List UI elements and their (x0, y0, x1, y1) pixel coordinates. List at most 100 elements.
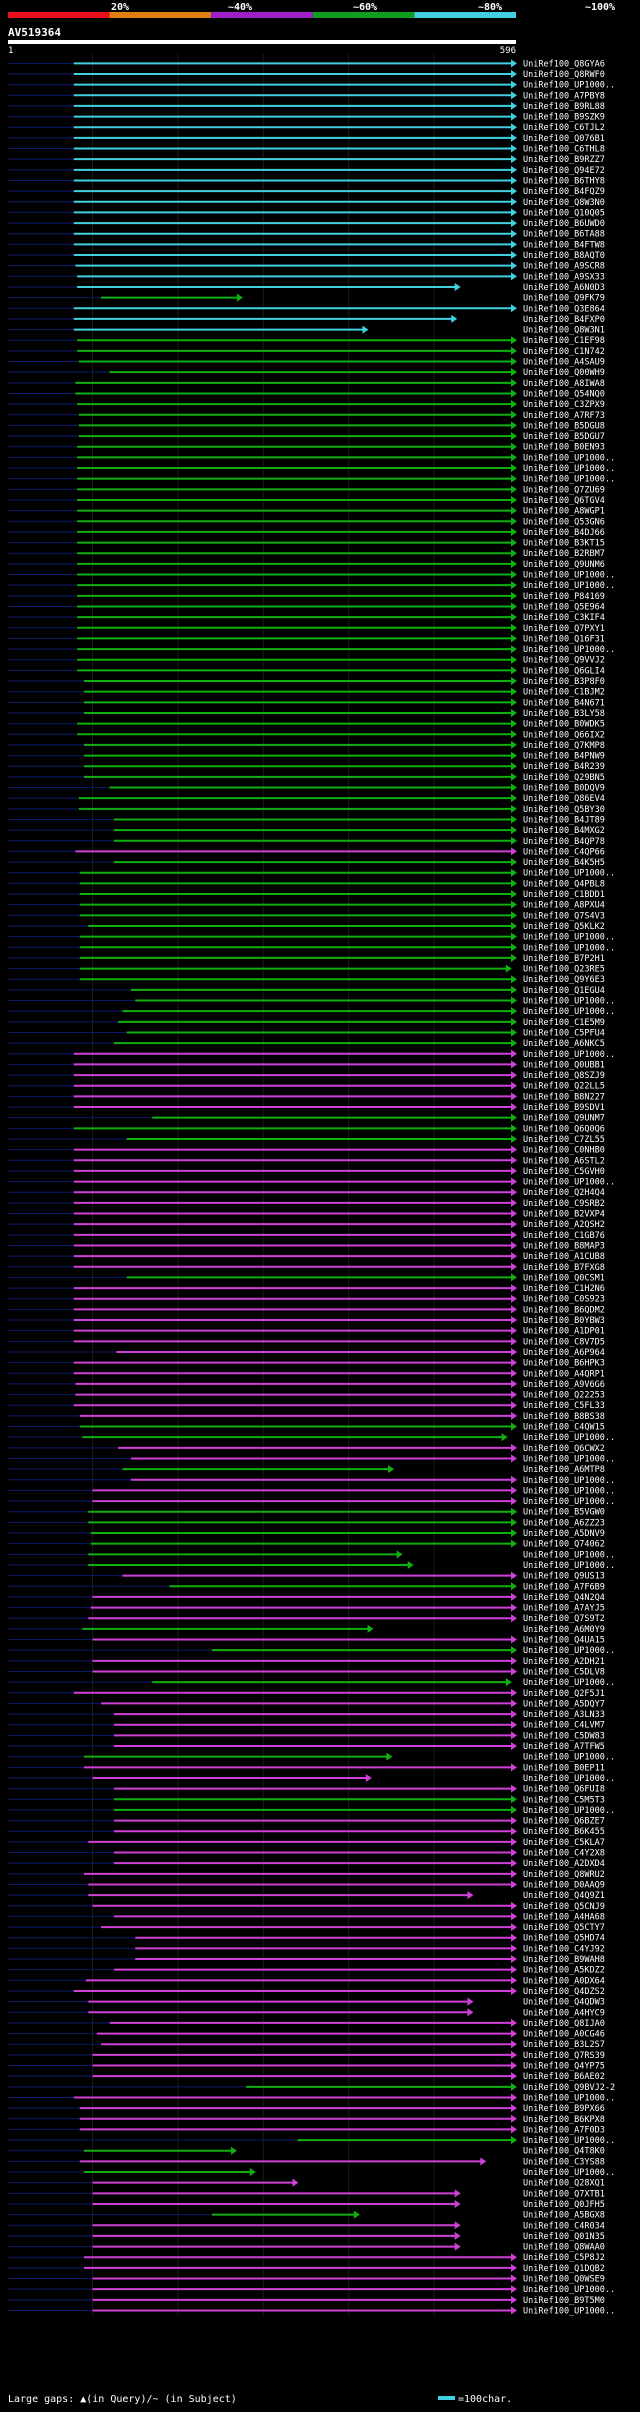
hit-label[interactable]: UniRef100_B8BS38 (523, 1412, 605, 1422)
hit-label[interactable]: UniRef100_C7ZL55 (523, 1135, 605, 1145)
hit-row[interactable]: UniRef100_A2DH21 (8, 1656, 605, 1667)
hit-label[interactable]: UniRef100_A7PBY8 (523, 91, 605, 101)
hit-row[interactable]: UniRef100_Q5HD74 (8, 1933, 605, 1944)
hit-row[interactable]: UniRef100_B6AE02 (8, 2072, 605, 2082)
hit-label[interactable]: UniRef100_Q7PXY1 (523, 624, 605, 634)
hit-row[interactable]: UniRef100_UP1000.. (8, 1497, 615, 1507)
hit-label[interactable]: UniRef100_Q9FK79 (523, 294, 605, 304)
hit-row[interactable]: UniRef100_C5FL33 (8, 1401, 605, 1411)
hit-row[interactable]: UniRef100_C1BDD1 (8, 890, 605, 900)
hit-row[interactable]: UniRef100_B8BS38 (8, 1411, 605, 1422)
hit-label[interactable]: UniRef100_Q7S9T2 (523, 1614, 605, 1624)
hit-row[interactable]: UniRef100_B5DGU8 (8, 421, 605, 431)
hit-label[interactable]: UniRef100_UP1000.. (523, 943, 615, 953)
hit-row[interactable]: UniRef100_C5M5T3 (8, 1795, 605, 1805)
hit-label[interactable]: UniRef100_Q4YP75 (523, 2062, 605, 2072)
hit-label[interactable]: UniRef100_Q6GLI4 (523, 666, 605, 676)
hit-row[interactable]: UniRef100_A1DP01 (8, 1326, 605, 1337)
hit-label[interactable]: UniRef100_B9PX66 (523, 2104, 605, 2114)
hit-label[interactable]: UniRef100_B5DGU7 (523, 432, 605, 442)
hit-label[interactable]: UniRef100_Q2F5J1 (523, 1689, 605, 1699)
hit-label[interactable]: UniRef100_C4QW15 (523, 1423, 605, 1433)
hit-label[interactable]: UniRef100_A8IWA8 (523, 379, 605, 389)
hit-label[interactable]: UniRef100_UP1000.. (523, 1646, 615, 1656)
hit-row[interactable]: UniRef100_C1EF98 (8, 336, 605, 346)
hit-label[interactable]: UniRef100_B6THY8 (523, 176, 605, 186)
hit-row[interactable]: UniRef100_B6TA88 (8, 229, 605, 240)
hit-row[interactable]: UniRef100_Q74062 (8, 1539, 605, 1550)
hit-row[interactable]: UniRef100_C6TJL2 (8, 123, 605, 133)
hit-row[interactable]: UniRef100_Q4UA15 (8, 1635, 605, 1646)
hit-label[interactable]: UniRef100_Q8WRU2 (523, 1870, 605, 1880)
hit-label[interactable]: UniRef100_B0EN93 (523, 443, 605, 453)
hit-label[interactable]: UniRef100_Q8RWF0 (523, 70, 605, 80)
hit-row[interactable]: UniRef100_B0YBW3 (8, 1316, 605, 1326)
hit-label[interactable]: UniRef100_Q5KLK2 (523, 922, 605, 932)
hit-label[interactable]: UniRef100_Q94E72 (523, 166, 605, 176)
hit-label[interactable]: UniRef100_UP1000.. (523, 1753, 615, 1763)
hit-row[interactable]: UniRef100_Q66IX2 (8, 730, 605, 740)
hit-row[interactable]: UniRef100_Q8IJA0 (8, 2018, 605, 2029)
hit-label[interactable]: UniRef100_Q7XTB1 (523, 2189, 605, 2199)
hit-label[interactable]: UniRef100_C0NHB0 (523, 1146, 605, 1156)
hit-row[interactable]: UniRef100_B4MXG2 (8, 826, 605, 836)
hit-row[interactable]: UniRef100_UP1000.. (8, 474, 615, 485)
hit-row[interactable]: UniRef100_UP1000.. (8, 1550, 615, 1560)
hit-label[interactable]: UniRef100_C5GVH0 (523, 1167, 605, 1177)
hit-row[interactable]: UniRef100_C3KIF4 (8, 613, 605, 623)
hit-row[interactable]: UniRef100_UP1000.. (8, 1007, 615, 1017)
hit-row[interactable]: UniRef100_C7ZL55 (8, 1134, 605, 1145)
hit-label[interactable]: UniRef100_Q29BN5 (523, 773, 605, 783)
hit-label[interactable]: UniRef100_A7RF73 (523, 411, 605, 421)
hit-label[interactable]: UniRef100_B8AQT0 (523, 251, 605, 261)
hit-label[interactable]: UniRef100_C6TJL2 (523, 123, 605, 133)
hit-row[interactable]: UniRef100_Q5KLK2 (8, 921, 605, 932)
hit-label[interactable]: UniRef100_B6QDM2 (523, 1305, 605, 1315)
hit-label[interactable]: UniRef100_A2DXD4 (523, 1859, 605, 1869)
hit-label[interactable]: UniRef100_C1H2N6 (523, 1284, 605, 1294)
hit-label[interactable]: UniRef100_B0WDK5 (523, 720, 605, 730)
hit-label[interactable]: UniRef100_Q0WSE9 (523, 2275, 605, 2285)
hit-row[interactable]: UniRef100_UP1000.. (8, 464, 615, 474)
hit-row[interactable]: UniRef100_Q8WAA0 (8, 2242, 605, 2253)
hit-label[interactable]: UniRef100_B9T5M0 (523, 2296, 605, 2306)
hit-label[interactable]: UniRef100_C5PFU4 (523, 1028, 605, 1038)
hit-row[interactable]: UniRef100_C4QW15 (8, 1422, 605, 1433)
hit-row[interactable]: UniRef100_UP1000.. (8, 868, 615, 879)
hit-row[interactable]: UniRef100_B8MAP3 (8, 1241, 605, 1251)
hit-row[interactable]: UniRef100_B6QDM2 (8, 1305, 605, 1315)
hit-label[interactable]: UniRef100_UP1000.. (523, 475, 615, 485)
hit-label[interactable]: UniRef100_A4QRP1 (523, 1369, 605, 1379)
hit-label[interactable]: UniRef100_A8WGP1 (523, 507, 605, 517)
hit-label[interactable]: UniRef100_UP1000.. (523, 2093, 615, 2103)
hit-row[interactable]: UniRef100_C4YJ92 (8, 1944, 605, 1954)
hit-row[interactable]: UniRef100_B6THY8 (8, 176, 605, 186)
hit-row[interactable]: UniRef100_B9WAH8 (8, 1955, 605, 1965)
hit-row[interactable]: UniRef100_B4DJ66 (8, 527, 605, 538)
hit-label[interactable]: UniRef100_Q22253 (523, 1391, 605, 1401)
hit-row[interactable]: UniRef100_B4JT89 (8, 815, 605, 825)
hit-label[interactable]: UniRef100_B4R239 (523, 762, 605, 772)
hit-row[interactable]: UniRef100_Q7KMP8 (8, 740, 605, 751)
hit-row[interactable]: UniRef100_C4LVM7 (8, 1720, 605, 1731)
hit-row[interactable]: UniRef100_Q6GLI4 (8, 666, 605, 676)
hit-label[interactable]: UniRef100_B2VXP4 (523, 1210, 605, 1220)
hit-label[interactable]: UniRef100_B6HPK3 (523, 1359, 605, 1369)
hit-label[interactable]: UniRef100_UP1000.. (523, 2306, 615, 2316)
hit-row[interactable]: UniRef100_Q5BY30 (8, 804, 605, 815)
hit-label[interactable]: UniRef100_B4JT89 (523, 815, 605, 825)
hit-label[interactable]: UniRef100_P84169 (523, 592, 605, 602)
hit-label[interactable]: UniRef100_UP1000.. (523, 453, 615, 463)
hit-label[interactable]: UniRef100_A2QSH2 (523, 1220, 605, 1230)
hit-label[interactable]: UniRef100_Q9BVJ2-2 (523, 2083, 615, 2093)
hit-label[interactable]: UniRef100_B4FTW8 (523, 240, 605, 250)
hit-label[interactable]: UniRef100_A4HYC9 (523, 2008, 605, 2018)
hit-label[interactable]: UniRef100_UP1000.. (523, 2285, 615, 2295)
hit-row[interactable]: UniRef100_B4FXP0 (8, 314, 605, 325)
hit-row[interactable]: UniRef100_UP1000.. (8, 1177, 615, 1188)
hit-row[interactable]: UniRef100_Q86EV4 (8, 794, 605, 804)
hit-label[interactable]: UniRef100_Q7S4V3 (523, 911, 605, 921)
hit-row[interactable]: UniRef100_A7TFW5 (8, 1742, 605, 1752)
hit-row[interactable]: UniRef100_B6K455 (8, 1827, 605, 1837)
hit-row[interactable]: UniRef100_Q9UNM7 (8, 1113, 605, 1124)
